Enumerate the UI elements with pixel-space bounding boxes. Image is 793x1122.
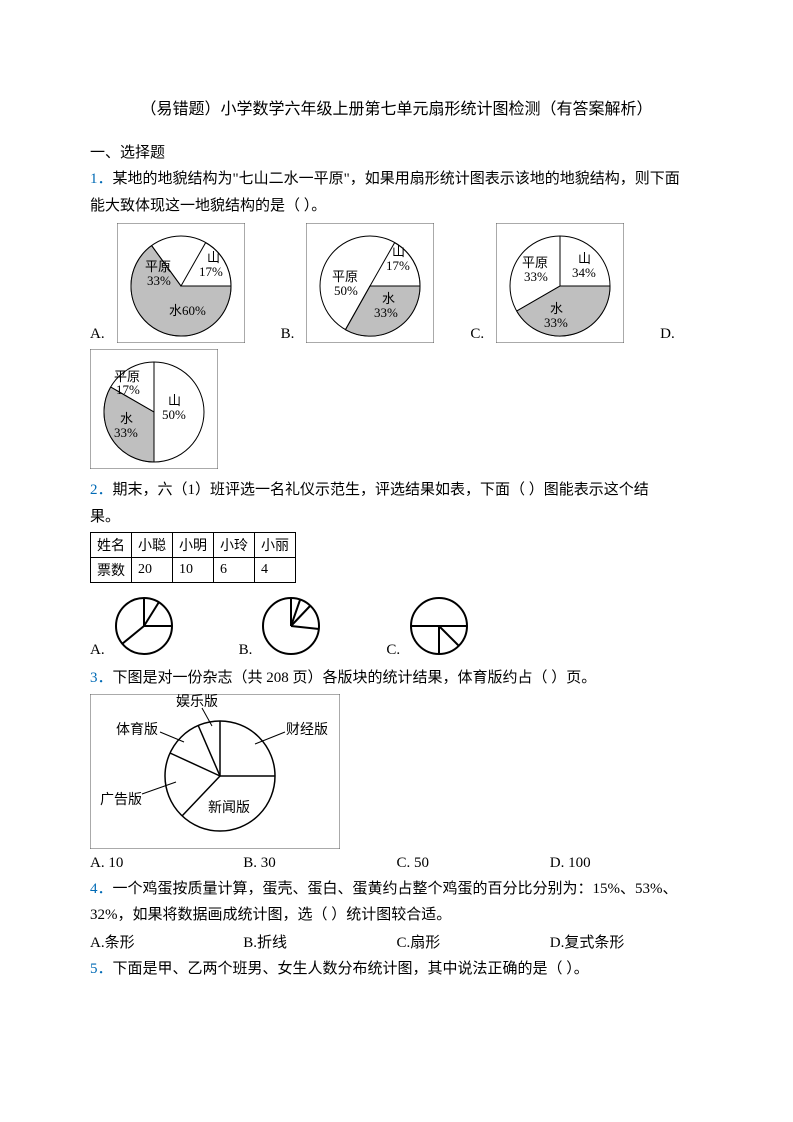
q3-number: 3． — [90, 670, 113, 686]
q1-number: 1． — [90, 171, 113, 187]
svg-text:平原: 平原 — [332, 269, 358, 284]
q2-optC-label: C. — [386, 642, 400, 659]
q1-options-row1: A. 山 17% 平原 33% 水60% B. — [90, 223, 703, 343]
q2-optB-label: B. — [239, 642, 253, 659]
q4-text1: 一个鸡蛋按质量计算，蛋壳、蛋白、蛋黄约占整个鸡蛋的百分比分别为：15%、53%、 — [113, 881, 678, 897]
table-header-c3: 小玲 — [214, 533, 255, 558]
q4-number: 4． — [90, 881, 113, 897]
table-cell-v2: 10 — [173, 558, 214, 583]
q4-optC: C.扇形 — [397, 931, 550, 952]
svg-text:33%: 33% — [114, 425, 138, 440]
table-cell-v1: 20 — [132, 558, 173, 583]
q3-optC: C. 50 — [397, 855, 550, 872]
svg-text:34%: 34% — [572, 265, 596, 280]
svg-text:平原: 平原 — [522, 255, 548, 270]
q3-label-yule: 娱乐版 — [176, 694, 218, 710]
svg-text:水: 水 — [550, 301, 563, 316]
q2-pieA — [109, 593, 179, 659]
svg-text:水: 水 — [382, 291, 395, 306]
table-header-c1: 小聪 — [132, 533, 173, 558]
svg-text:平原: 平原 — [145, 259, 171, 274]
svg-text:山: 山 — [168, 393, 181, 408]
q2-options-row: A. B. C. — [90, 593, 703, 659]
q1-pieD: 平原 17% 山 50% 水 33% — [90, 349, 218, 469]
table-header-name: 姓名 — [91, 533, 132, 558]
q5-text1: 下面是甲、乙两个班男、女生人数分布统计图，其中说法正确的是（ ）。 — [113, 961, 589, 977]
q2-text1: 期末，六（1）班评选一名礼仪示范生，评选结果如表，下面（ ）图能表示这个结 — [113, 482, 649, 498]
svg-text:山: 山 — [578, 251, 591, 266]
q4-line2: 32%，如果将数据画成统计图，选（ ）统计图较合适。 — [90, 904, 703, 927]
q1-pieC: 平原 33% 山 34% 水 33% — [496, 223, 624, 343]
q2-pieB — [256, 593, 326, 659]
svg-text:50%: 50% — [162, 407, 186, 422]
q4-options: A.条形 B.折线 C.扇形 D.复式条形 — [90, 931, 703, 952]
q3-line1: 3．下图是对一份杂志（共 208 页）各版块的统计结果，体育版约占（ ）页。 — [90, 667, 703, 690]
q3-optA: A. 10 — [90, 855, 243, 872]
q4-optB: B.折线 — [243, 931, 396, 952]
svg-text:17%: 17% — [116, 382, 140, 397]
q1-optA-label: A. — [90, 326, 105, 343]
svg-text:33%: 33% — [544, 315, 568, 330]
q2-line1: 2．期末，六（1）班评选一名礼仪示范生，评选结果如表，下面（ ）图能表示这个结 — [90, 479, 703, 502]
svg-text:33%: 33% — [524, 269, 548, 284]
q1-pieA: 山 17% 平原 33% 水60% — [117, 223, 245, 343]
table-header-c2: 小明 — [173, 533, 214, 558]
q3-label-xinwen: 新闻版 — [208, 800, 250, 816]
table-cell-v4: 4 — [255, 558, 296, 583]
q4-optA: A.条形 — [90, 931, 243, 952]
svg-text:33%: 33% — [374, 305, 398, 320]
q5-number: 5． — [90, 961, 113, 977]
svg-text:17%: 17% — [199, 264, 223, 279]
q3-optB: B. 30 — [243, 855, 396, 872]
q5-line1: 5．下面是甲、乙两个班男、女生人数分布统计图，其中说法正确的是（ ）。 — [90, 958, 703, 981]
q2-optA-label: A. — [90, 642, 105, 659]
q3-label-guanggao: 广告版 — [100, 792, 142, 808]
q2-line2: 果。 — [90, 506, 703, 529]
q2-table: 姓名 小聪 小明 小玲 小丽 票数 20 10 6 4 — [90, 532, 296, 583]
q1-optD-label: D. — [660, 326, 675, 343]
q2-pieC — [404, 593, 474, 659]
page-title: （易错题）小学数学六年级上册第七单元扇形统计图检测（有答案解析） — [90, 95, 703, 119]
table-row-label: 票数 — [91, 558, 132, 583]
q3-label-caijing: 财经版 — [286, 722, 328, 738]
q3-options: A. 10 B. 30 C. 50 D. 100 — [90, 855, 703, 872]
svg-text:33%: 33% — [147, 273, 171, 288]
q4-optD: D.复式条形 — [550, 931, 703, 952]
table-cell-v3: 6 — [214, 558, 255, 583]
svg-text:50%: 50% — [334, 283, 358, 298]
q1-text1: 某地的地貌结构为"七山二水一平原"，如果用扇形统计图表示该地的地貌结构，则下面 — [113, 171, 680, 187]
q3-pie: 娱乐版 体育版 财经版 广告版 新闻版 — [90, 694, 340, 849]
q1-optC-label: C. — [470, 326, 484, 343]
q1-optB-label: B. — [281, 326, 295, 343]
svg-text:水60%: 水60% — [169, 303, 206, 318]
q1-pieB: 山 17% 平原 50% 水 33% — [306, 223, 434, 343]
table-header-c4: 小丽 — [255, 533, 296, 558]
section-heading: 一、选择题 — [90, 141, 703, 162]
q1-line1: 1．某地的地貌结构为"七山二水一平原"，如果用扇形统计图表示该地的地貌结构，则下… — [90, 168, 703, 191]
q4-line1: 4．一个鸡蛋按质量计算，蛋壳、蛋白、蛋黄约占整个鸡蛋的百分比分别为：15%、53… — [90, 878, 703, 901]
q3-optD: D. 100 — [550, 855, 703, 872]
q3-label-tiyu: 体育版 — [116, 722, 158, 738]
svg-text:水: 水 — [120, 411, 133, 426]
q2-number: 2． — [90, 482, 113, 498]
q3-text1: 下图是对一份杂志（共 208 页）各版块的统计结果，体育版约占（ ）页。 — [113, 670, 597, 686]
svg-text:山: 山 — [207, 250, 220, 265]
svg-text:17%: 17% — [386, 258, 410, 273]
svg-text:山: 山 — [392, 244, 405, 259]
q1-line2: 能大致体现这一地貌结构的是（ ）。 — [90, 195, 703, 218]
